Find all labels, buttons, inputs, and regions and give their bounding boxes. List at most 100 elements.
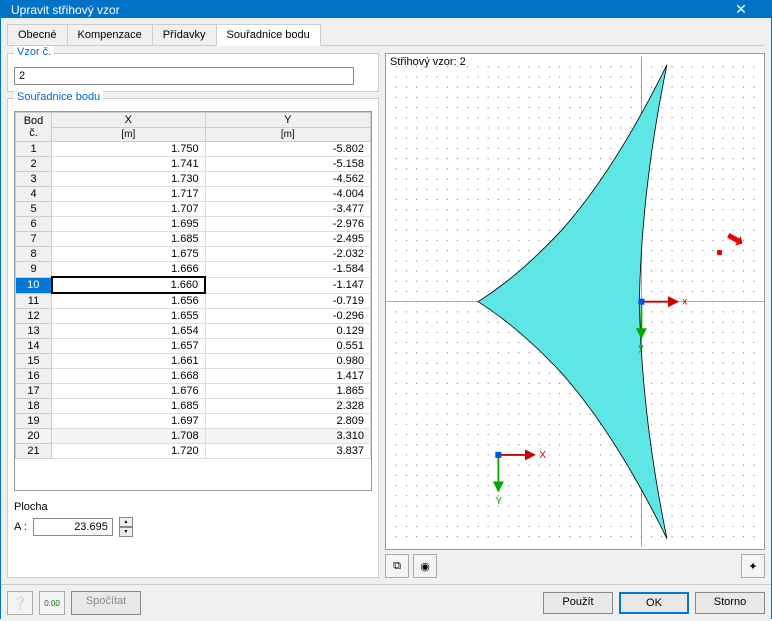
table-row[interactable]: 211.7203.837 — [16, 444, 371, 459]
row-number[interactable]: 9 — [16, 262, 52, 278]
col-head-x[interactable]: X — [52, 113, 206, 128]
cell-y[interactable]: -2.032 — [205, 247, 370, 262]
plocha-value-input[interactable] — [33, 518, 113, 536]
plocha-stepper[interactable]: ▴ ▾ — [119, 517, 133, 537]
cell-y[interactable]: -2.495 — [205, 232, 370, 247]
apply-button[interactable]: Použít — [543, 592, 613, 614]
table-row[interactable]: 171.6761.865 — [16, 384, 371, 399]
stepper-down-icon[interactable]: ▾ — [119, 527, 133, 537]
tab-přídavky[interactable]: Přídavky — [152, 24, 217, 46]
row-number[interactable]: 17 — [16, 384, 52, 399]
table-row[interactable]: 111.656-0.719 — [16, 293, 371, 309]
cell-y[interactable]: -2.976 — [205, 217, 370, 232]
cell-x[interactable]: 1.708 — [52, 429, 206, 444]
row-number[interactable]: 5 — [16, 202, 52, 217]
tab-kompenzace[interactable]: Kompenzace — [67, 24, 153, 46]
cell-y[interactable]: -3.477 — [205, 202, 370, 217]
row-number[interactable]: 4 — [16, 187, 52, 202]
tab-souřadnice bodu[interactable]: Souřadnice bodu — [216, 24, 321, 46]
cell-x[interactable]: 1.676 — [52, 384, 206, 399]
cell-y[interactable]: -4.004 — [205, 187, 370, 202]
table-row[interactable]: 11.750-5.802 — [16, 142, 371, 157]
table-row[interactable]: 191.6972.809 — [16, 414, 371, 429]
cell-y[interactable]: -5.158 — [205, 157, 370, 172]
cell-x[interactable]: 1.707 — [52, 202, 206, 217]
table-row[interactable]: 81.675-2.032 — [16, 247, 371, 262]
preview-canvas[interactable]: Střihový vzor: 2 ➡ xyXY — [385, 53, 765, 550]
row-number[interactable]: 12 — [16, 309, 52, 324]
cell-x[interactable]: 1.685 — [52, 232, 206, 247]
row-number[interactable]: 1 — [16, 142, 52, 157]
table-row[interactable]: 41.717-4.004 — [16, 187, 371, 202]
cell-x[interactable]: 1.730 — [52, 172, 206, 187]
row-number[interactable]: 11 — [16, 293, 52, 309]
cell-y[interactable]: -4.562 — [205, 172, 370, 187]
table-row[interactable]: 91.666-1.584 — [16, 262, 371, 278]
cell-y[interactable]: 0.129 — [205, 324, 370, 339]
cell-x[interactable]: 1.685 — [52, 399, 206, 414]
ok-button[interactable]: OK — [619, 592, 689, 614]
cell-x[interactable]: 1.655 — [52, 309, 206, 324]
row-number[interactable]: 19 — [16, 414, 52, 429]
toolbar-btn-1[interactable]: ⧉ — [385, 554, 409, 578]
row-number[interactable]: 20 — [16, 429, 52, 444]
help-icon[interactable]: ❔ — [7, 591, 33, 615]
table-row[interactable]: 61.695-2.976 — [16, 217, 371, 232]
cell-y[interactable]: -5.802 — [205, 142, 370, 157]
cell-x[interactable]: 1.741 — [52, 157, 206, 172]
cell-y[interactable]: 0.980 — [205, 354, 370, 369]
cell-y[interactable]: 0.551 — [205, 339, 370, 354]
col-head-point[interactable]: Bod č. — [16, 113, 52, 142]
table-row[interactable]: 131.6540.129 — [16, 324, 371, 339]
table-row[interactable]: 161.6681.417 — [16, 369, 371, 384]
cell-x[interactable]: 1.660 — [52, 277, 206, 293]
table-row[interactable]: 201.7083.310 — [16, 429, 371, 444]
units-icon[interactable]: 0.00 — [39, 591, 65, 615]
vzor-number-input[interactable] — [14, 67, 354, 85]
cell-y[interactable]: -1.147 — [205, 277, 370, 293]
cell-y[interactable]: -0.296 — [205, 309, 370, 324]
cell-y[interactable]: 1.417 — [205, 369, 370, 384]
table-row[interactable]: 31.730-4.562 — [16, 172, 371, 187]
row-number[interactable]: 15 — [16, 354, 52, 369]
toolbar-btn-3[interactable]: ✦ — [741, 554, 765, 578]
cell-x[interactable]: 1.675 — [52, 247, 206, 262]
table-row[interactable]: 181.6852.328 — [16, 399, 371, 414]
cell-x[interactable]: 1.668 — [52, 369, 206, 384]
table-row[interactable]: 51.707-3.477 — [16, 202, 371, 217]
cell-x[interactable]: 1.697 — [52, 414, 206, 429]
cell-y[interactable]: -0.719 — [205, 293, 370, 309]
row-number[interactable]: 21 — [16, 444, 52, 459]
row-number[interactable]: 7 — [16, 232, 52, 247]
cell-x[interactable]: 1.656 — [52, 293, 206, 309]
cell-y[interactable]: 3.310 — [205, 429, 370, 444]
cell-y[interactable]: 2.809 — [205, 414, 370, 429]
table-row[interactable]: 141.6570.551 — [16, 339, 371, 354]
row-number[interactable]: 18 — [16, 399, 52, 414]
table-row[interactable]: 101.660-1.147 — [16, 277, 371, 293]
cell-x[interactable]: 1.720 — [52, 444, 206, 459]
table-row[interactable]: 21.741-5.158 — [16, 157, 371, 172]
calculate-button[interactable]: Spočítat — [71, 591, 141, 615]
row-number[interactable]: 14 — [16, 339, 52, 354]
row-number[interactable]: 8 — [16, 247, 52, 262]
cell-x[interactable]: 1.661 — [52, 354, 206, 369]
cell-x[interactable]: 1.750 — [52, 142, 206, 157]
cancel-button[interactable]: Storno — [695, 592, 765, 614]
coords-table-wrapper[interactable]: Bod č. X Y [m] [m] 11.750-5.80221.741-5.… — [14, 111, 372, 491]
cell-y[interactable]: -1.584 — [205, 262, 370, 278]
row-number[interactable]: 6 — [16, 217, 52, 232]
row-number[interactable]: 16 — [16, 369, 52, 384]
cell-y[interactable]: 2.328 — [205, 399, 370, 414]
cell-x[interactable]: 1.695 — [52, 217, 206, 232]
cell-x[interactable]: 1.717 — [52, 187, 206, 202]
cell-x[interactable]: 1.654 — [52, 324, 206, 339]
table-row[interactable]: 121.655-0.296 — [16, 309, 371, 324]
close-icon[interactable]: ✕ — [721, 1, 761, 18]
cell-x[interactable]: 1.666 — [52, 262, 206, 278]
cell-y[interactable]: 3.837 — [205, 444, 370, 459]
row-number[interactable]: 13 — [16, 324, 52, 339]
row-number[interactable]: 10 — [16, 277, 52, 293]
cell-x[interactable]: 1.657 — [52, 339, 206, 354]
tab-obecné[interactable]: Obecné — [7, 24, 68, 46]
